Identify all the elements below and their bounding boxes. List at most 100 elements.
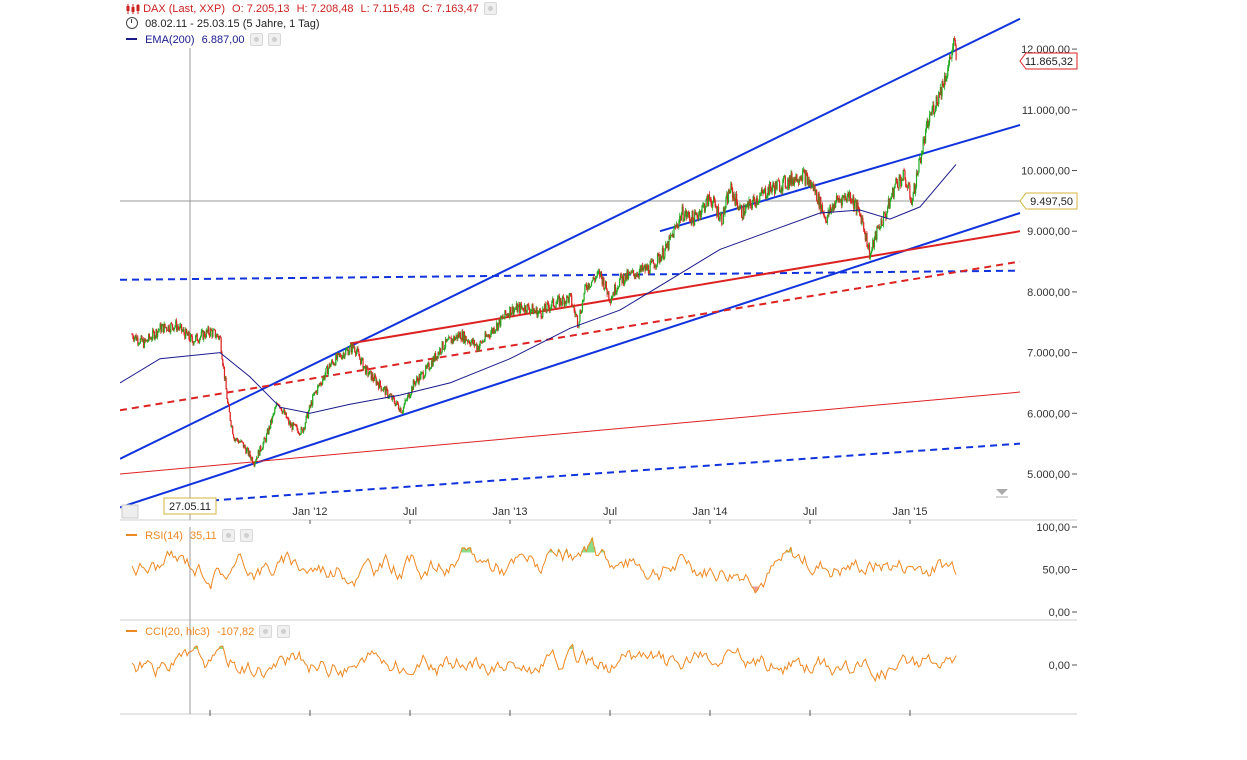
settings-icon[interactable] xyxy=(483,1,497,15)
candle-body xyxy=(906,186,908,188)
candle-body xyxy=(588,283,590,288)
candle-body xyxy=(594,278,596,281)
candle-body xyxy=(297,429,299,433)
candle-body xyxy=(863,222,865,229)
candle-body xyxy=(358,351,360,357)
candle-body xyxy=(571,305,574,307)
candle-body xyxy=(547,302,549,304)
candle-body xyxy=(270,419,272,429)
candle-body xyxy=(600,271,602,277)
candle-body xyxy=(896,178,898,182)
candle-body xyxy=(213,329,216,331)
candle-body xyxy=(717,206,719,216)
candle-body xyxy=(905,179,907,187)
candle-body xyxy=(435,356,438,360)
candle-body xyxy=(278,404,280,406)
candle-body xyxy=(260,449,263,451)
candle-body xyxy=(642,267,645,271)
candle-body xyxy=(578,321,580,327)
candle-body xyxy=(814,185,816,193)
candle-body xyxy=(769,182,771,195)
candle-body xyxy=(741,205,743,218)
candle-body xyxy=(393,398,395,403)
candle-body xyxy=(887,208,889,213)
candle-body xyxy=(489,336,491,338)
candle-body xyxy=(754,199,756,205)
candle-body xyxy=(807,174,809,185)
candle-body xyxy=(181,330,184,332)
candle-body xyxy=(306,412,308,416)
candle-body xyxy=(318,384,320,386)
candle-body xyxy=(483,340,485,342)
x-tick-label: Jan '14 xyxy=(692,506,727,518)
candle-body xyxy=(477,346,480,350)
candle-body xyxy=(917,172,919,176)
candle-body xyxy=(832,205,834,211)
candle-body xyxy=(519,304,521,313)
candle-body xyxy=(415,381,417,386)
candle-body xyxy=(463,332,465,342)
candle-body xyxy=(564,301,566,306)
candle-body xyxy=(914,183,916,194)
candle-body xyxy=(505,310,507,315)
rsi-legend: RSI(14) 35,11 xyxy=(126,528,253,543)
rsi-close-icon[interactable] xyxy=(239,528,253,542)
candle-body xyxy=(835,202,837,208)
candle-body xyxy=(312,395,314,406)
candle-body xyxy=(479,341,481,346)
rsi-line xyxy=(131,536,957,594)
candle-body xyxy=(316,390,318,394)
sub-plot-group xyxy=(131,527,957,714)
candle-body xyxy=(427,363,429,365)
candle-body xyxy=(402,407,405,412)
candle-body xyxy=(382,389,384,391)
ema-settings-icon[interactable] xyxy=(249,32,263,46)
candle-body xyxy=(732,194,734,199)
candle-body xyxy=(510,307,512,316)
candle-body xyxy=(133,337,135,341)
candle-body xyxy=(541,317,543,318)
candle-body xyxy=(928,122,930,128)
candle-body xyxy=(943,86,945,87)
candle-body xyxy=(234,439,236,442)
candle-body xyxy=(887,198,890,209)
candle-body xyxy=(890,197,892,200)
ema-close-icon[interactable] xyxy=(267,32,281,46)
candle-body xyxy=(240,440,242,443)
candle-body xyxy=(419,374,421,380)
candle-body xyxy=(350,344,352,347)
candle-body xyxy=(608,291,610,300)
candle-body xyxy=(173,327,175,331)
candle-body xyxy=(141,335,143,342)
candle-body xyxy=(543,308,545,310)
candle-body xyxy=(877,226,880,229)
candle-body xyxy=(830,207,832,213)
candle-body xyxy=(938,92,940,105)
candle-body xyxy=(706,195,708,200)
candle-body xyxy=(858,209,861,214)
candle-body xyxy=(176,320,178,331)
candle-body xyxy=(915,172,918,187)
candle-body xyxy=(340,354,342,358)
y-tick-label: 7.000,00 xyxy=(1027,348,1070,360)
candle-body xyxy=(605,281,607,290)
candle-body xyxy=(218,336,221,339)
candle-body xyxy=(866,233,868,247)
cci-settings-icon[interactable] xyxy=(259,624,273,638)
candle-body xyxy=(237,438,239,441)
candle-body xyxy=(909,184,911,198)
candle-body xyxy=(940,87,942,97)
candle-body xyxy=(946,76,948,78)
cci-close-icon[interactable] xyxy=(277,624,291,638)
candle-body xyxy=(603,277,605,290)
rsi-tick-label: 50,00 xyxy=(1042,565,1070,577)
candle-body xyxy=(416,377,418,382)
candle-body xyxy=(795,174,797,181)
candle-body xyxy=(286,417,288,419)
candle-body xyxy=(295,425,297,427)
candle-body xyxy=(789,176,791,184)
rsi-settings-icon[interactable] xyxy=(221,528,235,542)
candle-body xyxy=(676,224,678,227)
candle-body xyxy=(773,182,775,188)
